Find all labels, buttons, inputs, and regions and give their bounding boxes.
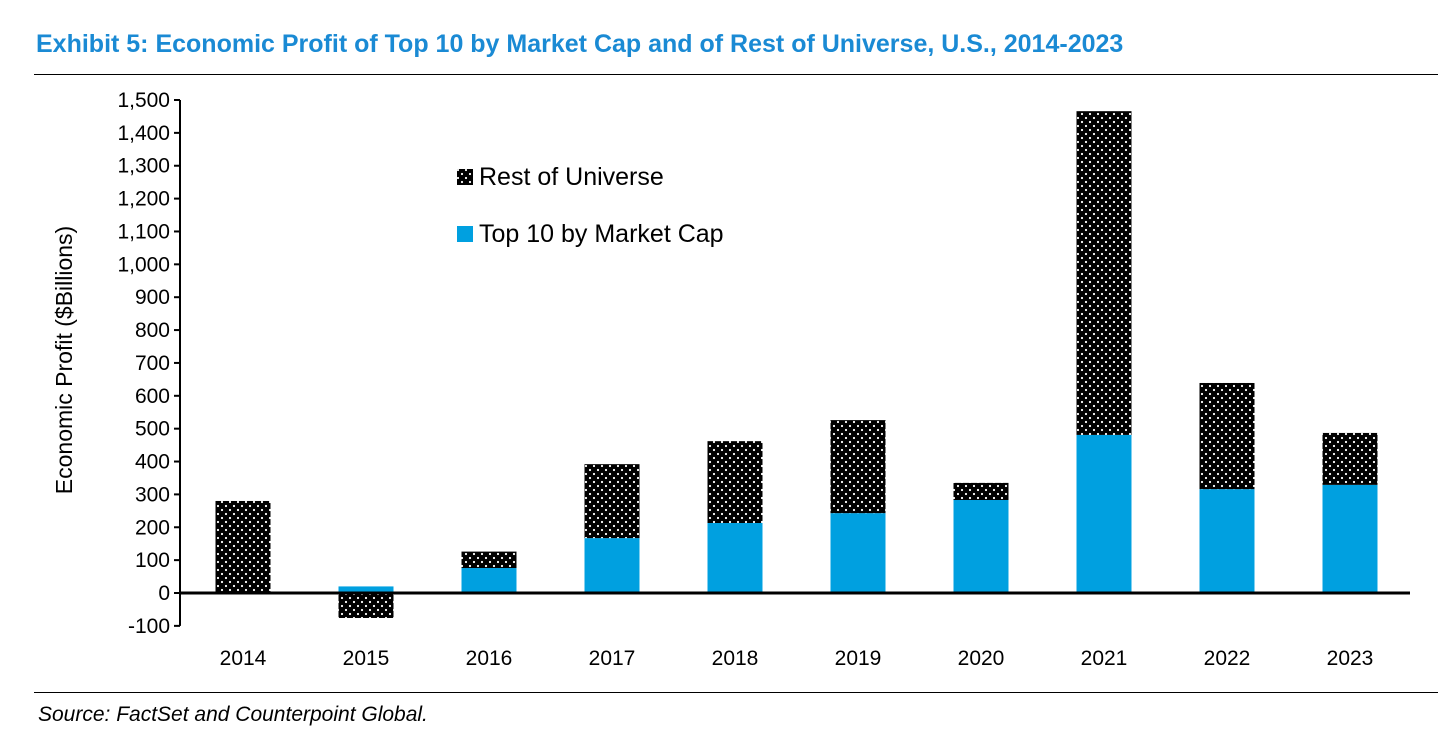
legend-swatch-rest bbox=[457, 169, 473, 185]
x-tick-label: 2018 bbox=[712, 647, 759, 670]
x-tick-label: 2016 bbox=[466, 647, 513, 670]
bar-rest-2019 bbox=[830, 420, 886, 514]
bar-rest-2023 bbox=[1322, 432, 1378, 485]
bar-top10-2018 bbox=[707, 522, 763, 593]
y-tick-label: 1,100 bbox=[117, 220, 170, 243]
y-tick-label: 1,200 bbox=[117, 188, 170, 211]
bar-rest-2018 bbox=[707, 441, 763, 523]
bar-top10-2021 bbox=[1076, 434, 1132, 593]
bar-top10-2015 bbox=[338, 586, 394, 593]
bar-rest-2014 bbox=[215, 500, 271, 593]
bar-rest-2017 bbox=[584, 464, 640, 539]
legend-label-top10: Top 10 by Market Cap bbox=[479, 220, 724, 248]
y-tick-label: 500 bbox=[135, 418, 170, 441]
x-tick-label: 2020 bbox=[958, 647, 1005, 670]
chart-title: Exhibit 5: Economic Profit of Top 10 by … bbox=[36, 30, 1124, 58]
y-tick-label: 0 bbox=[158, 582, 170, 605]
x-tick-label: 2017 bbox=[589, 647, 636, 670]
x-tick-label: 2021 bbox=[1081, 647, 1128, 670]
y-tick-label: 200 bbox=[135, 516, 170, 539]
legend-label-rest: Rest of Universe bbox=[479, 163, 664, 191]
y-tick-label: 400 bbox=[135, 451, 170, 474]
legend-swatch-top10 bbox=[457, 226, 473, 242]
y-tick-label: 800 bbox=[135, 319, 170, 342]
bar-top10-2023 bbox=[1322, 484, 1378, 593]
y-tick-label: 300 bbox=[135, 483, 170, 506]
bottom-divider bbox=[34, 692, 1438, 693]
y-tick-label: 1,000 bbox=[117, 253, 170, 276]
y-tick-label: 1,400 bbox=[117, 122, 170, 145]
y-tick-label: 1,300 bbox=[117, 155, 170, 178]
top-divider bbox=[34, 74, 1438, 75]
bar-top10-2022 bbox=[1199, 489, 1255, 593]
x-tick-label: 2015 bbox=[343, 647, 390, 670]
bar-top10-2017 bbox=[584, 538, 640, 593]
y-tick-label: 600 bbox=[135, 385, 170, 408]
y-tick-label: 700 bbox=[135, 352, 170, 375]
bar-rest-2015 bbox=[338, 593, 394, 618]
y-axis-label: Economic Profit ($Billions) bbox=[51, 226, 77, 494]
bar-rest-2022 bbox=[1199, 382, 1255, 490]
y-tick-label: -100 bbox=[128, 615, 170, 638]
y-tick-label: 100 bbox=[135, 549, 170, 572]
x-tick-label: 2023 bbox=[1327, 647, 1374, 670]
bar-top10-2020 bbox=[953, 499, 1009, 593]
bar-rest-2021 bbox=[1076, 111, 1132, 435]
y-tick-label: 1,500 bbox=[117, 89, 170, 112]
bar-rest-2020 bbox=[953, 482, 1009, 500]
source-note: Source: FactSet and Counterpoint Global. bbox=[38, 703, 428, 726]
bar-top10-2016 bbox=[461, 568, 517, 593]
bar-rest-2016 bbox=[461, 551, 517, 569]
x-tick-label: 2019 bbox=[835, 647, 882, 670]
x-tick-label: 2022 bbox=[1204, 647, 1251, 670]
x-tick-label: 2014 bbox=[220, 647, 267, 670]
y-tick-label: 900 bbox=[135, 286, 170, 309]
bar-top10-2019 bbox=[830, 513, 886, 593]
